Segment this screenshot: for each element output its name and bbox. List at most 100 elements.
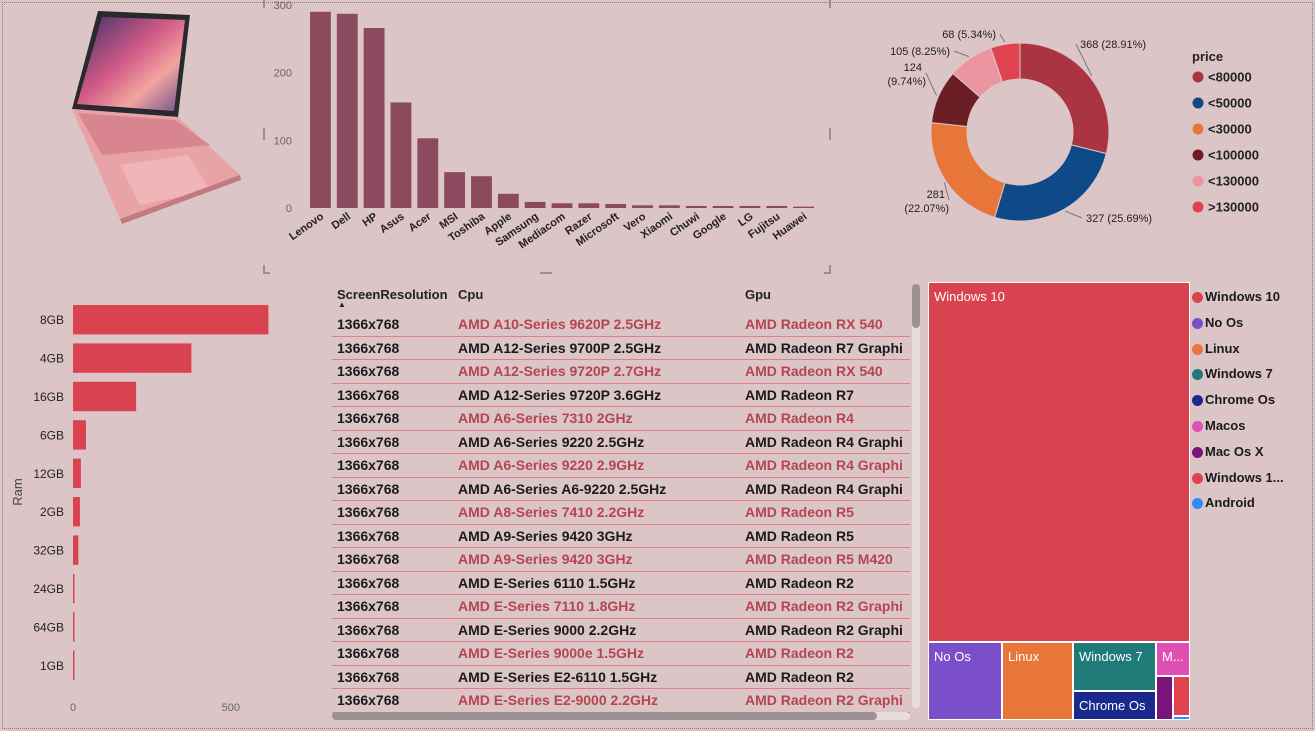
bar-2gb xyxy=(73,497,80,527)
table-row[interactable]: 1366x768 AMD A8-Series 7410 2.2GHz AMD Rad… xyxy=(332,501,910,525)
table-row[interactable]: 1366x768 AMD A6-Series 7310 2GHz AMD Radeo… xyxy=(332,407,910,431)
cell-cpu: AMD A6-Series 7310 2GHz xyxy=(458,410,633,426)
ram-bar-chart[interactable]: Ram 8GB 4GB 16GB 6GB 12GB 2GB 32GB 24GB 64GB 1GB 0 5… xyxy=(8,295,298,720)
table-row[interactable]: 1366x768 AMD E-Series 7110 1.8GHz AMD Rade… xyxy=(332,595,910,619)
legend-label: Windows 7 xyxy=(1205,366,1273,382)
bar-mediacom xyxy=(551,203,573,208)
bar-razer xyxy=(578,203,600,208)
table-row[interactable]: 1366x768 AMD A6-Series 9220 2.5GHz AMD Rad… xyxy=(332,431,910,454)
header-gpu[interactable]: Gpu xyxy=(745,287,771,302)
legend-dot xyxy=(1192,123,1204,135)
cell-screenresolution: 1366x768 xyxy=(337,339,400,356)
legend-dot xyxy=(1192,317,1203,329)
tile-android[interactable] xyxy=(1173,716,1190,720)
tile-mac-os-x[interactable] xyxy=(1156,676,1173,720)
cell-cpu: AMD E-Series 7110 1.8GHz xyxy=(458,598,636,614)
cell-gpu: AMD Radeon RX 540 xyxy=(745,363,883,379)
tile-windows-7[interactable]: Windows 7 xyxy=(1073,642,1156,691)
laptop-spec-table[interactable]: ScreenResolution ▲ Cpu Gpu 1366x768 AMD A… xyxy=(332,282,922,722)
slice-label: 68 (5.34%) xyxy=(942,29,996,41)
cell-cpu: AMD E-Series E2-6110 1.5GHz xyxy=(458,668,658,685)
y-axis-title: Ram xyxy=(10,478,25,505)
cell-cpu: AMD A12-Series 9700P 2.5GHz xyxy=(458,339,662,356)
tile-chrome-os[interactable]: Chrome Os xyxy=(1073,691,1156,720)
cell-gpu: AMD Radeon R4 Graphi xyxy=(745,433,903,450)
legend-dot xyxy=(1192,292,1203,303)
legend-title: price xyxy=(1192,49,1223,64)
x-tick-label: Asus xyxy=(378,211,407,236)
y-tick-label: 16GB xyxy=(33,390,64,404)
x-tick-label: Lenovo xyxy=(287,210,326,242)
header-cpu[interactable]: Cpu xyxy=(458,287,484,302)
table-row[interactable]: 1366x768 AMD A9-Series 9420 3GHz AMD Radeo… xyxy=(332,525,910,548)
legend-dot xyxy=(1192,395,1203,407)
table-row[interactable]: 1366x768 AMD E-Series E2-6110 1.5GHz AMD R… xyxy=(332,666,910,689)
legend-dot xyxy=(1192,343,1203,355)
table-row[interactable]: 1366x768 AMD A12-Series 9720P 3.6GHz AMD R… xyxy=(332,384,910,407)
table-row[interactable]: 1366x768 AMD A12-Series 9720P 2.7GHz AMD R… xyxy=(332,360,910,384)
bar-apple xyxy=(497,193,519,208)
cell-screenresolution: 1366x768 xyxy=(337,621,400,638)
cell-cpu: AMD A6-Series 9220 2.5GHz xyxy=(458,433,645,450)
bar-12gb xyxy=(73,458,81,488)
y-tick-label: 12GB xyxy=(33,467,64,481)
table-row[interactable]: 1366x768 AMD E-Series 9000e 1.5GHz AMD Rad… xyxy=(332,642,910,666)
table-row[interactable]: 1366x768 AMD A10-Series 9620P 2.5GHz AMD R… xyxy=(332,313,910,337)
table-row[interactable]: 1366x768 AMD A6-Series A6-9220 2.5GHz AMD … xyxy=(332,478,910,501)
table-vertical-scrollbar[interactable] xyxy=(912,284,920,708)
slice-label: 281 xyxy=(927,189,945,201)
tile-linux[interactable]: Linux xyxy=(1002,642,1073,720)
legend-dot xyxy=(1192,97,1204,109)
cell-gpu: AMD Radeon R4 xyxy=(745,410,854,426)
cell-gpu: AMD Radeon R4 Graphi xyxy=(745,480,903,497)
cell-screenresolution: 1366x768 xyxy=(337,363,400,379)
tile-windows-10[interactable]: Windows 10 xyxy=(928,282,1190,642)
cell-screenresolution: 1366x768 xyxy=(337,457,400,473)
table-horizontal-scrollbar[interactable] xyxy=(332,712,910,720)
header-screenresolution[interactable]: ScreenResolution xyxy=(337,287,448,302)
tile-no-os[interactable]: No Os xyxy=(928,642,1002,720)
cell-cpu: AMD E-Series 9000e 1.5GHz xyxy=(458,645,644,661)
bar-dell xyxy=(336,13,358,209)
table-row[interactable]: 1366x768 AMD E-Series 6110 1.5GHz AMD Rade… xyxy=(332,572,910,595)
tile-windows-10-s[interactable] xyxy=(1173,676,1190,716)
table-row[interactable]: 1366x768 AMD A6-Series 9220 2.9GHz AMD Rad… xyxy=(332,454,910,478)
cell-gpu: AMD Radeon R5 xyxy=(745,504,854,520)
y-tick-label: 1GB xyxy=(40,659,64,673)
table-row[interactable]: 1366x768 AMD E-Series 9000 2.2GHz AMD Rade… xyxy=(332,619,910,642)
legend-item: <30000 xyxy=(1208,122,1252,137)
scroll-thumb[interactable] xyxy=(912,284,920,328)
bar-asus xyxy=(390,102,412,208)
legend-dot xyxy=(1192,420,1203,432)
bar-6gb xyxy=(73,420,86,450)
legend-dot xyxy=(1192,369,1203,381)
x-tick-label: 0 xyxy=(70,702,76,714)
x-tick-label: Acer xyxy=(407,210,435,234)
legend-dot xyxy=(1192,149,1204,161)
table-row[interactable]: 1366x768 AMD A12-Series 9700P 2.5GHz AMD R… xyxy=(332,337,910,360)
bar-huawei xyxy=(793,206,814,208)
bar-16gb xyxy=(73,381,137,412)
leader-line xyxy=(1075,43,1093,77)
x-tick-label: 500 xyxy=(222,702,240,714)
cell-cpu: AMD E-Series 9000 2.2GHz xyxy=(458,621,637,638)
cell-gpu: AMD Radeon R2 xyxy=(745,574,854,591)
tile-macos[interactable]: M... xyxy=(1156,642,1190,676)
cell-gpu: AMD Radeon R7 xyxy=(745,386,854,403)
bar-8gb xyxy=(73,305,269,335)
table-row[interactable]: 1366x768 AMD A9-Series 9420 3GHz AMD Radeo… xyxy=(332,548,910,572)
bar-msi xyxy=(444,172,466,208)
table-row[interactable]: 1366x768 AMD E-Series E2-9000 2.2GHz AMD R… xyxy=(332,689,910,713)
cell-gpu: AMD Radeon R2 Graphi xyxy=(745,598,903,614)
brand-count-chart[interactable]: 0 100 200 300 Lenovo Dell HP Asus Acer MSI Toshiba… xyxy=(262,0,832,275)
cell-screenresolution: 1366x768 xyxy=(337,551,400,567)
laptop-image xyxy=(60,5,250,225)
bar-32gb xyxy=(73,535,79,565)
cell-cpu: AMD A6-Series 9220 2.9GHz xyxy=(458,457,645,473)
price-donut-chart[interactable]: 368 (28.91%) 327 (25.69%) 281 (22.07%) 124 (9… xyxy=(870,20,1310,240)
legend-item: <130000 xyxy=(1208,174,1259,189)
os-treemap[interactable]: Windows 10 No Os Linux Windows 7 Chrome … xyxy=(928,282,1308,722)
scroll-thumb[interactable] xyxy=(332,712,877,720)
slice-5 xyxy=(990,42,1021,83)
